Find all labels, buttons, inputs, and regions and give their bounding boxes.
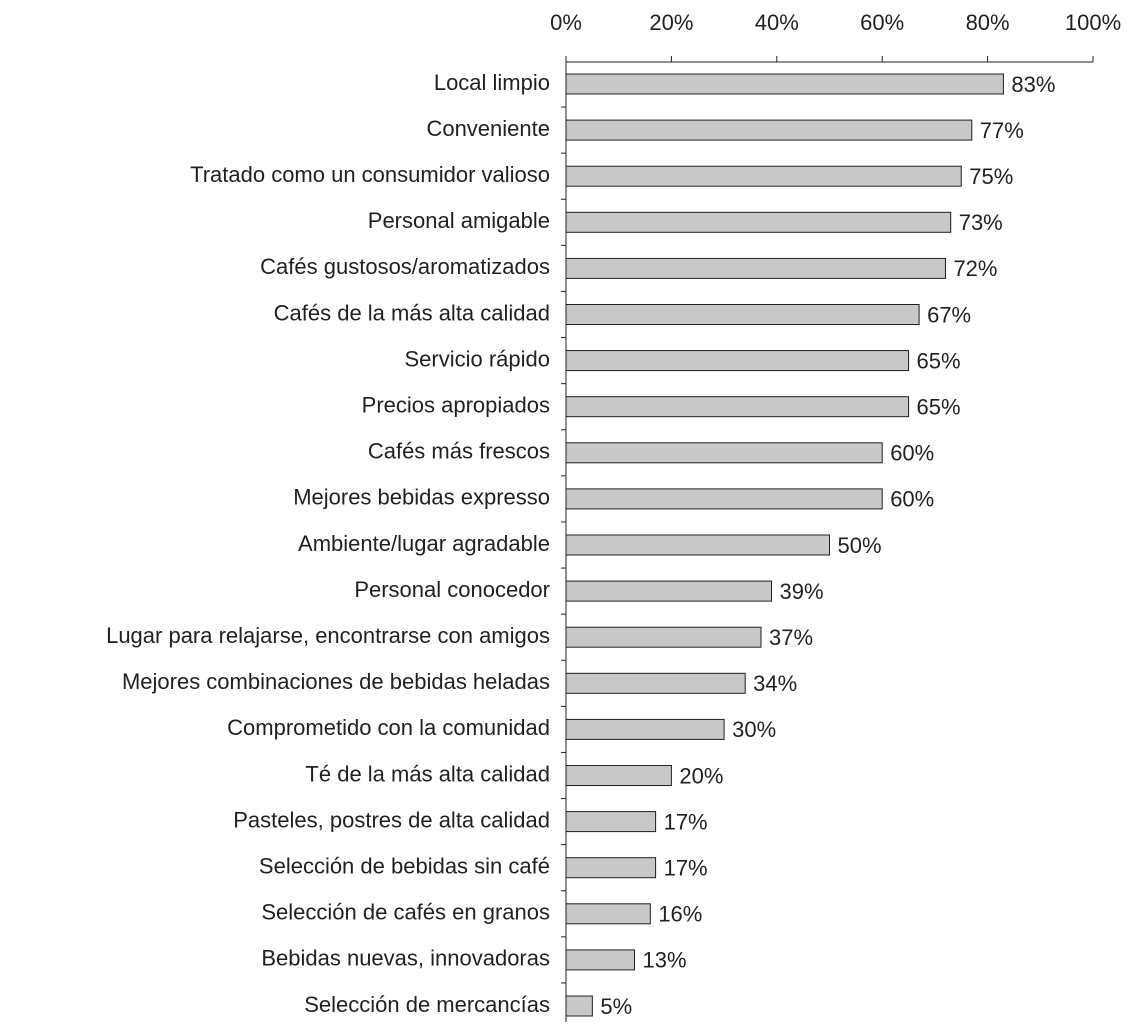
x-tick-label: 40% bbox=[755, 10, 799, 35]
bar bbox=[565, 73, 1004, 95]
x-tick-label: 20% bbox=[649, 10, 693, 35]
bar bbox=[565, 488, 883, 510]
bar bbox=[565, 857, 657, 879]
bar bbox=[565, 718, 725, 740]
value-label: 75% bbox=[969, 164, 1013, 189]
value-label: 65% bbox=[917, 348, 961, 373]
bar bbox=[565, 626, 762, 648]
y-tick-label: Pasteles, postres de alta calidad bbox=[233, 807, 550, 832]
y-tick-label: Té de la más alta calidad bbox=[305, 761, 550, 786]
value-label: 13% bbox=[643, 948, 687, 973]
y-tick-label: Selección de mercancías bbox=[304, 992, 550, 1017]
bar bbox=[565, 949, 636, 971]
bar bbox=[565, 350, 910, 372]
bar bbox=[565, 442, 883, 464]
y-tick-label: Local limpio bbox=[434, 70, 550, 95]
value-label: 60% bbox=[890, 487, 934, 512]
x-tick-label: 60% bbox=[860, 10, 904, 35]
value-label: 37% bbox=[769, 625, 813, 650]
y-tick-label: Cafés más frescos bbox=[368, 439, 550, 464]
x-tick-label: 0% bbox=[550, 10, 582, 35]
y-tick-label: Personal conocedor bbox=[354, 577, 550, 602]
bar bbox=[565, 903, 651, 925]
bar bbox=[565, 995, 593, 1017]
y-tick-label: Mejores bebidas expresso bbox=[293, 485, 550, 510]
y-tick-label: Bebidas nuevas, innovadoras bbox=[261, 946, 550, 971]
bar bbox=[565, 304, 920, 325]
y-tick-label: Tratado como un consumidor valioso bbox=[190, 162, 550, 187]
bar bbox=[565, 765, 672, 786]
value-label: 30% bbox=[732, 717, 776, 742]
x-tick-label: 80% bbox=[966, 10, 1010, 35]
y-tick-label: Lugar para relajarse, encontrarse con am… bbox=[106, 623, 550, 648]
value-label: 67% bbox=[927, 302, 971, 327]
y-tick-label: Mejores combinaciones de bebidas heladas bbox=[122, 669, 550, 694]
value-label: 39% bbox=[780, 579, 824, 604]
bar bbox=[565, 211, 952, 233]
bar bbox=[565, 396, 910, 418]
value-label: 73% bbox=[959, 210, 1003, 235]
bar bbox=[565, 165, 962, 187]
y-tick-label: Selección de bebidas sin café bbox=[259, 854, 550, 879]
value-label: 16% bbox=[658, 902, 702, 927]
y-tick-label: Ambiente/lugar agradable bbox=[298, 531, 550, 556]
y-tick-label: Personal amigable bbox=[368, 208, 550, 233]
value-label: 17% bbox=[664, 809, 708, 834]
y-tick-label: Precios apropiados bbox=[362, 393, 550, 418]
value-label: 83% bbox=[1011, 72, 1055, 97]
value-label: 60% bbox=[890, 441, 934, 466]
y-tick-label: Cafés de la más alta calidad bbox=[274, 300, 550, 325]
value-label: 17% bbox=[664, 856, 708, 881]
bar bbox=[565, 119, 973, 141]
y-tick-label: Conveniente bbox=[426, 116, 550, 141]
value-label: 20% bbox=[679, 763, 723, 788]
x-tick-label: 100% bbox=[1065, 10, 1121, 35]
y-tick-label: Comprometido con la comunidad bbox=[227, 715, 550, 740]
value-label: 5% bbox=[600, 994, 632, 1019]
y-tick-label: Servicio rápido bbox=[404, 346, 550, 371]
value-label: 72% bbox=[953, 256, 997, 281]
bar bbox=[565, 580, 773, 602]
y-tick-label: Selección de cafés en granos bbox=[261, 900, 550, 925]
bar bbox=[565, 534, 830, 556]
value-label: 34% bbox=[753, 671, 797, 696]
bar bbox=[565, 811, 657, 833]
y-tick-label: Cafés gustosos/aromatizados bbox=[260, 254, 550, 279]
value-label: 77% bbox=[980, 118, 1024, 143]
bar bbox=[565, 672, 746, 694]
bar bbox=[565, 257, 946, 279]
value-label: 65% bbox=[917, 395, 961, 420]
value-label: 50% bbox=[838, 533, 882, 558]
